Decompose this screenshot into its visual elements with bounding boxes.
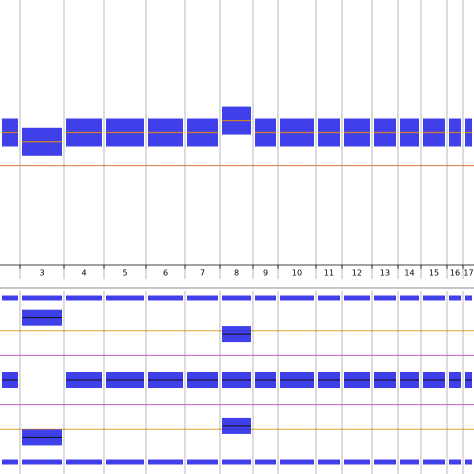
x-tick-label: 12 bbox=[352, 269, 362, 278]
baf-band bbox=[465, 459, 472, 465]
x-tick-label: 13 bbox=[380, 269, 390, 278]
baf-band bbox=[2, 295, 18, 301]
baf-band bbox=[2, 459, 18, 465]
baf-band bbox=[280, 459, 314, 465]
x-tick-label: 17 bbox=[463, 269, 473, 278]
baf-band bbox=[423, 295, 445, 301]
baf-band bbox=[187, 459, 218, 465]
x-tick-label: 16 bbox=[450, 269, 460, 278]
x-tick-label: 7 bbox=[200, 269, 205, 278]
baf-band bbox=[374, 295, 396, 301]
baf-band bbox=[22, 295, 62, 301]
baf-band bbox=[255, 295, 276, 301]
baf-band bbox=[222, 459, 251, 465]
baf-band bbox=[318, 459, 340, 465]
baf-band bbox=[280, 295, 314, 301]
x-tick-label: 10 bbox=[292, 269, 302, 278]
baf-band bbox=[465, 295, 472, 301]
x-tick-label: 3 bbox=[39, 269, 44, 278]
x-tick-label: 11 bbox=[324, 269, 334, 278]
x-tick-label: 15 bbox=[429, 269, 439, 278]
baf-band bbox=[187, 295, 218, 301]
baf-band bbox=[22, 459, 62, 465]
x-tick-label: 8 bbox=[234, 269, 239, 278]
baf-band bbox=[449, 459, 461, 465]
baf-band bbox=[423, 459, 445, 465]
x-tick-label: 4 bbox=[81, 269, 86, 278]
baf-band bbox=[148, 295, 183, 301]
x-tick-label: 6 bbox=[163, 269, 168, 278]
baf-band bbox=[374, 459, 396, 465]
baf-band bbox=[222, 295, 251, 301]
baf-band bbox=[318, 295, 340, 301]
baf-band bbox=[66, 459, 102, 465]
baf-band bbox=[255, 459, 276, 465]
baf-band bbox=[344, 295, 370, 301]
baf-band bbox=[400, 459, 419, 465]
x-tick-label: 9 bbox=[263, 269, 268, 278]
baf-band bbox=[66, 295, 102, 301]
x-tick-label: 14 bbox=[404, 269, 414, 278]
baf-band bbox=[106, 459, 144, 465]
baf-band bbox=[344, 459, 370, 465]
x-tick-label: 5 bbox=[122, 269, 127, 278]
baf-band bbox=[106, 295, 144, 301]
baf-band bbox=[400, 295, 419, 301]
baf-band bbox=[148, 459, 183, 465]
baf-band bbox=[449, 295, 461, 301]
panel-gap bbox=[0, 279, 474, 291]
